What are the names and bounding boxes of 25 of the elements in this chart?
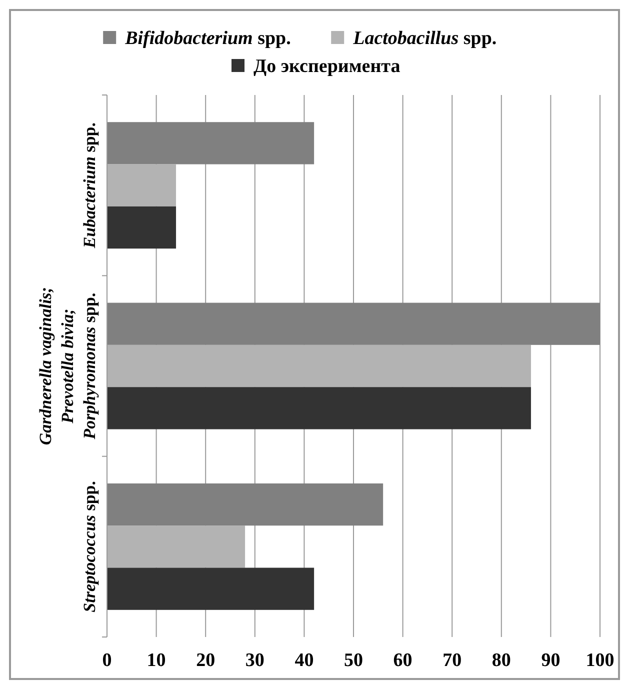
bar	[107, 206, 176, 249]
x-tick-label: 80	[492, 650, 511, 671]
bar	[107, 122, 314, 164]
bar	[107, 344, 531, 388]
x-tick-label: 60	[393, 650, 412, 671]
x-tick-label: 50	[344, 650, 363, 671]
x-tick-label: 40	[294, 650, 314, 671]
legend-label: До эксперимента	[254, 56, 401, 77]
bar	[107, 164, 176, 206]
bar	[107, 302, 600, 345]
y-tick-label: Streptococcus spp.	[80, 481, 99, 612]
legend-label: Lactobacillus spp.	[352, 28, 497, 49]
y-tick-label: Eubacterium spp.	[80, 122, 99, 250]
x-tick-label: 10	[146, 650, 166, 671]
x-tick-label: 30	[245, 650, 264, 671]
bar	[107, 568, 314, 610]
x-tick-label: 20	[196, 650, 216, 671]
x-tick-label: 0	[102, 650, 112, 671]
x-tick-label: 70	[442, 650, 462, 671]
bar	[107, 526, 246, 568]
legend-label: Bifidobacterium spp.	[124, 28, 291, 49]
x-tick-label: 90	[541, 650, 560, 671]
x-tick-label: 100	[586, 650, 614, 671]
bar	[107, 387, 531, 430]
bar	[107, 483, 384, 526]
